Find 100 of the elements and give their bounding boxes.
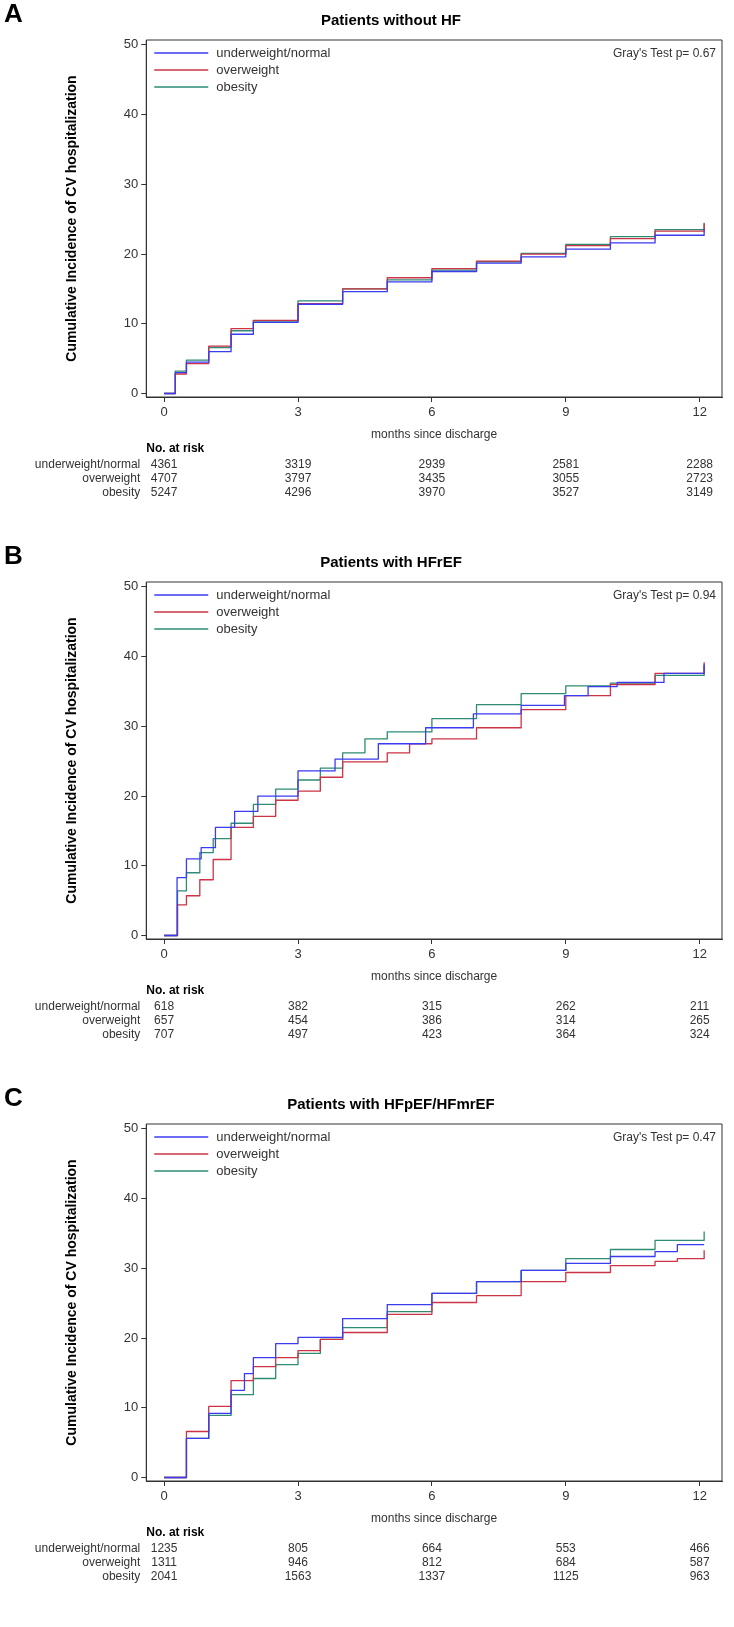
x-tick-label: 12 (692, 946, 707, 962)
y-tick-label: 30 (123, 1259, 139, 1275)
text: 497 (287, 1027, 309, 1042)
text: 3970 (418, 485, 446, 500)
text: 386 (421, 1013, 443, 1028)
text: overweight (82, 1013, 141, 1028)
legend-label: obesity (216, 78, 258, 94)
x-tick-label: 6 (428, 946, 436, 962)
y-tick-label: 30 (123, 175, 139, 191)
text: 618 (154, 999, 175, 1014)
text: 946 (287, 1555, 309, 1570)
text: overweight (82, 1555, 141, 1570)
text: 454 (287, 1013, 309, 1028)
x-axis-title: months since discharge (371, 969, 498, 984)
y-axis-title: Cumulative Incidence of CV hospitalization (63, 1159, 80, 1446)
text: 657 (154, 1013, 175, 1028)
text: 963 (689, 1569, 711, 1584)
x-tick-label: 3 (294, 1488, 302, 1504)
y-tick-label: 0 (131, 385, 139, 401)
text: 3319 (284, 457, 312, 472)
x-tick-label: 9 (562, 946, 570, 962)
y-axis-title: Cumulative Incidence of CV hospitalization (63, 75, 80, 362)
y-tick-label: 20 (123, 245, 139, 261)
y-tick-label: 50 (123, 1120, 139, 1136)
text: obesity (102, 1569, 141, 1584)
text: 5247 (150, 485, 178, 500)
x-tick-label: 0 (160, 1488, 168, 1504)
y-tick-label: 40 (123, 106, 139, 122)
text: 684 (555, 1555, 577, 1570)
y-tick-label: 10 (123, 315, 139, 331)
y-tick-label: 20 (123, 1329, 139, 1345)
x-tick-label: 6 (428, 1488, 436, 1504)
text: 1235 (150, 1541, 178, 1556)
text: B (4, 540, 23, 571)
text: 4361 (150, 457, 178, 472)
text: underweight/normal (34, 1541, 141, 1556)
x-tick-label: 9 (562, 404, 570, 420)
y-tick-label: 30 (123, 717, 139, 733)
text: 211 (690, 999, 710, 1014)
annotation: Gray's Test p= 0.94 (612, 588, 717, 603)
y-tick-label: 10 (123, 857, 139, 873)
text: 262 (555, 999, 577, 1014)
text: 2041 (150, 1569, 178, 1584)
text: No. at risk (146, 983, 205, 998)
y-tick-label: 0 (131, 1469, 139, 1485)
text: 315 (421, 999, 443, 1014)
text: 1563 (284, 1569, 312, 1584)
y-tick-label: 40 (123, 648, 139, 664)
legend-label: obesity (216, 1162, 258, 1178)
text: 2581 (552, 457, 580, 472)
x-axis-title: months since discharge (371, 427, 498, 442)
text: obesity (102, 485, 141, 500)
text: 553 (555, 1541, 577, 1556)
chart-title: Patients without HF (321, 11, 461, 29)
x-tick-label: 0 (160, 404, 168, 420)
text: 314 (555, 1013, 577, 1028)
text: 1311 (151, 1555, 178, 1570)
text: 3055 (552, 471, 580, 486)
x-tick-label: 12 (692, 404, 707, 420)
text: 364 (555, 1027, 577, 1042)
text: 1125 (552, 1569, 580, 1584)
text: 2288 (686, 457, 714, 472)
x-tick-label: 12 (692, 1488, 707, 1504)
text: underweight/normal (34, 999, 141, 1014)
text: 587 (689, 1555, 711, 1570)
legend-label: obesity (216, 620, 258, 636)
text: 324 (689, 1027, 711, 1042)
legend-label: overweight (216, 61, 280, 77)
text: A (4, 0, 23, 29)
text: 3527 (552, 485, 580, 500)
x-tick-label: 0 (160, 946, 168, 962)
text: obesity (102, 1027, 141, 1042)
text: 382 (287, 999, 309, 1014)
chart-title: Patients with HFpEF/HFmrEF (287, 1095, 495, 1113)
annotation: Gray's Test p= 0.67 (612, 46, 717, 61)
x-tick-label: 6 (428, 404, 436, 420)
text: 4296 (284, 485, 312, 500)
text: 664 (421, 1541, 443, 1556)
text: 2723 (686, 471, 714, 486)
x-tick-label: 3 (294, 404, 302, 420)
y-tick-label: 40 (123, 1190, 139, 1206)
text: overweight (82, 471, 141, 486)
text: 812 (421, 1555, 443, 1570)
text: 707 (154, 1027, 175, 1042)
legend-label: underweight/normal (216, 586, 331, 602)
text: 2939 (418, 457, 446, 472)
text: 3797 (284, 471, 312, 486)
legend-label: underweight/normal (216, 1128, 331, 1144)
text: 805 (287, 1541, 309, 1556)
text: 3435 (418, 471, 446, 486)
x-tick-label: 9 (562, 1488, 570, 1504)
text: C (4, 1082, 23, 1113)
text: 1337 (418, 1569, 446, 1584)
y-tick-label: 10 (123, 1399, 139, 1415)
text: 466 (689, 1541, 711, 1556)
y-tick-label: 50 (123, 36, 139, 52)
x-tick-label: 3 (294, 946, 302, 962)
text: No. at risk (146, 441, 205, 456)
text: underweight/normal (34, 457, 141, 472)
text: 423 (421, 1027, 443, 1042)
